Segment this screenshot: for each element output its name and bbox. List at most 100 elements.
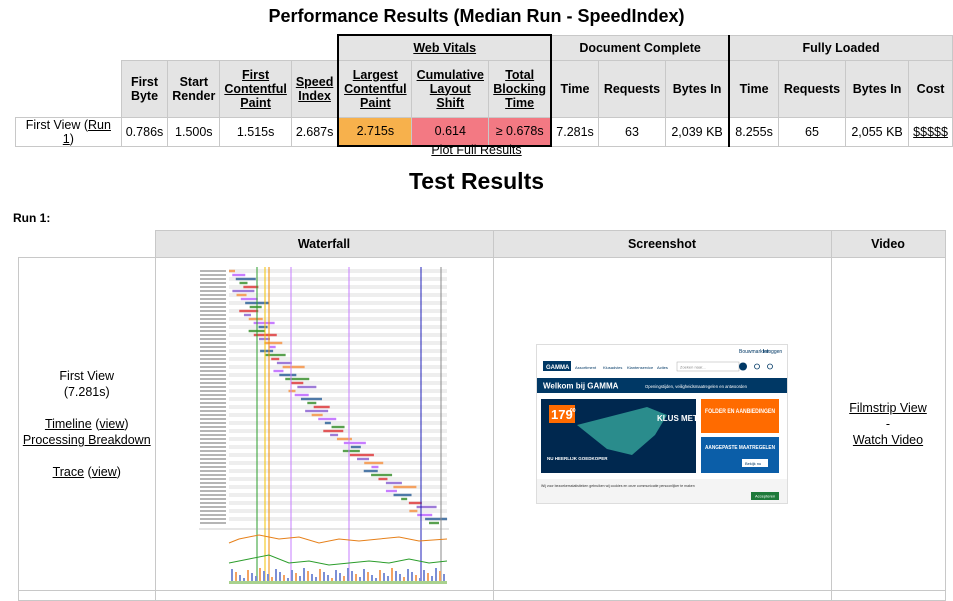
row-label: First View (Run 1) bbox=[15, 116, 122, 147]
waterfall-row-bg bbox=[229, 333, 447, 337]
main-thread-bar bbox=[319, 569, 321, 581]
waterfall-row-label bbox=[200, 474, 226, 476]
waterfall-row-bg bbox=[229, 309, 447, 313]
waterfall-bar bbox=[425, 517, 448, 521]
watch-video-link[interactable]: Watch Video bbox=[852, 433, 924, 447]
waterfall-bar bbox=[385, 489, 397, 493]
waterfall-bar bbox=[364, 461, 384, 465]
main-thread-bar bbox=[395, 571, 397, 581]
waterfall-row-label bbox=[200, 282, 226, 284]
main-thread-bar bbox=[427, 573, 429, 581]
value-dc-requests: 63 bbox=[598, 116, 666, 147]
main-thread-bar bbox=[407, 569, 409, 581]
waterfall-bar bbox=[276, 361, 292, 365]
web-vitals-group-header[interactable]: Web Vitals bbox=[337, 34, 553, 61]
waterfall-row-bg bbox=[229, 357, 447, 361]
cart-icon[interactable] bbox=[767, 363, 773, 370]
waterfall-row-label bbox=[200, 466, 226, 468]
main-thread-bar bbox=[303, 568, 305, 581]
main-thread-bar bbox=[267, 574, 269, 581]
header-speed-index[interactable]: Speed Index bbox=[290, 59, 339, 118]
plot-full-results-link[interactable]: Plot Full Results bbox=[431, 143, 522, 157]
timeline-view-link[interactable]: view bbox=[99, 417, 125, 431]
svg-text:Openingstijden, veiligheidsmaa: Openingstijden, veiligheidsmaatregelen e… bbox=[645, 384, 748, 389]
folder-tile[interactable] bbox=[701, 399, 779, 433]
main-thread-bar bbox=[295, 573, 297, 581]
waterfall-bar bbox=[409, 509, 418, 513]
interactive-strip bbox=[229, 581, 447, 584]
trace-view-link[interactable]: view bbox=[91, 465, 117, 479]
waterfall-bar bbox=[258, 337, 270, 341]
run-label: Run 1: bbox=[13, 211, 51, 225]
screenshot-image[interactable]: Bouwmarkten Inloggen GAMMA Assortiment K… bbox=[536, 344, 788, 504]
waterfall-row-label bbox=[200, 270, 226, 272]
video-header: Video bbox=[830, 230, 946, 258]
waterfall-bar bbox=[336, 437, 352, 441]
waterfall-row-label bbox=[200, 326, 226, 328]
accept-cookies-button[interactable] bbox=[751, 492, 779, 500]
waterfall-image[interactable] bbox=[199, 263, 449, 585]
waterfall-row-label bbox=[200, 342, 226, 344]
price-badge bbox=[549, 405, 575, 423]
waterfall-row-bg bbox=[229, 301, 447, 305]
main-thread-bar bbox=[347, 568, 349, 581]
waterfall-row-label bbox=[200, 310, 226, 312]
waterfall-row-label bbox=[200, 398, 226, 400]
header-largest-contentful-paint[interactable]: Largest Contentful Paint bbox=[337, 59, 413, 118]
header-total-blocking-time[interactable]: Total Blocking Time bbox=[488, 59, 553, 118]
main-thread-bar bbox=[255, 576, 257, 581]
main-thread-bar bbox=[355, 574, 357, 581]
waterfall-bar bbox=[248, 317, 263, 321]
waterfall-bar bbox=[311, 413, 323, 417]
topbar-bouwmarkten: Bouwmarkten bbox=[739, 349, 770, 355]
svg-text:Zoeken naar...: Zoeken naar... bbox=[680, 365, 706, 370]
waterfall-row-bg bbox=[229, 341, 447, 345]
waterfall-row-label bbox=[200, 454, 226, 456]
processing-breakdown-link[interactable]: Processing Breakdown bbox=[22, 433, 151, 447]
main-thread-bar bbox=[339, 573, 341, 581]
nav-acties: Acties bbox=[657, 365, 668, 370]
waterfall-bar bbox=[408, 501, 422, 505]
waterfall-cell bbox=[154, 257, 494, 591]
trace-link[interactable]: Trace bbox=[52, 465, 85, 479]
header-start-render: Start Render bbox=[167, 59, 221, 118]
waterfall-bar bbox=[260, 349, 274, 353]
gamma-logo-text: GAMMA bbox=[546, 365, 570, 371]
svg-text:KLUS MET KNUS: KLUS MET KNUS bbox=[657, 414, 723, 423]
waterfall-bar bbox=[318, 417, 337, 421]
waterfall-bar bbox=[330, 433, 339, 437]
maatregelen-tile[interactable] bbox=[701, 437, 779, 473]
waterfall-bar bbox=[269, 345, 276, 349]
value-fl-cost[interactable]: $$$$$ bbox=[908, 116, 953, 147]
waterfall-row-bg bbox=[229, 373, 447, 377]
header-cumulative-layout-shift[interactable]: Cumulative Layout Shift bbox=[411, 59, 490, 118]
waterfall-row-label bbox=[200, 506, 226, 508]
main-thread-bar bbox=[331, 578, 333, 581]
header-dc-bytes-in: Bytes In bbox=[664, 59, 730, 118]
waterfall-row-label bbox=[200, 390, 226, 392]
filmstrip-view-link[interactable]: Filmstrip View bbox=[849, 401, 927, 415]
header-fl-time: Time bbox=[728, 59, 780, 118]
waterfall-row-label bbox=[200, 318, 226, 320]
waterfall-bar bbox=[285, 377, 310, 381]
header-first-contentful-paint[interactable]: First Contentful Paint bbox=[219, 59, 292, 118]
timeline-link[interactable]: Timeline bbox=[44, 417, 92, 431]
waterfall-bar bbox=[342, 449, 360, 453]
waterfall-bar bbox=[258, 325, 268, 329]
waterfall-row-bg bbox=[229, 293, 447, 297]
waterfall-row-label bbox=[200, 334, 226, 336]
waterfall-row-label bbox=[200, 510, 226, 512]
waterfall-row-bg bbox=[229, 277, 447, 281]
waterfall-row-label bbox=[200, 374, 226, 376]
bekijk-nu-button[interactable] bbox=[742, 459, 768, 467]
header-fl-cost: Cost bbox=[908, 59, 953, 118]
waterfall-row-label bbox=[200, 294, 226, 296]
search-icon[interactable] bbox=[739, 362, 747, 371]
nav-assortiment: Assortiment bbox=[575, 365, 597, 370]
heart-icon[interactable] bbox=[754, 363, 760, 370]
main-thread-bar bbox=[311, 574, 313, 581]
waterfall-bar bbox=[297, 385, 317, 389]
waterfall-bar bbox=[416, 505, 437, 509]
waterfall-bar bbox=[371, 465, 379, 469]
run-1-link[interactable]: Run 1 bbox=[62, 117, 111, 146]
